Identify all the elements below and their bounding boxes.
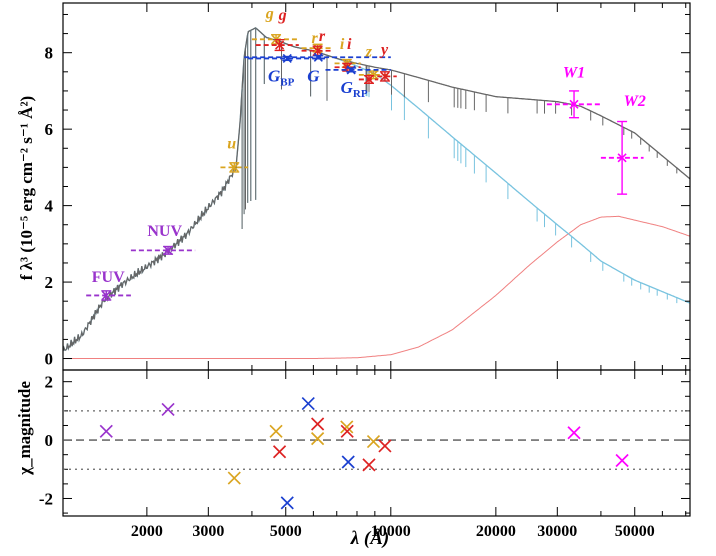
band-label: u <box>227 135 236 152</box>
axis-labels: λ (Å) f λ³ (10⁻⁵ erg cm⁻² s⁻¹ Å²) χ_magn… <box>15 96 389 549</box>
y-axis-label-bottom: χ_magnitude <box>15 381 34 476</box>
residual-marker <box>99 424 113 438</box>
residual-marker <box>311 417 325 431</box>
y-axis-label-top: f λ³ (10⁻⁵ erg cm⁻² s⁻¹ Å²) <box>17 96 36 280</box>
x-tick-label: 2000 <box>131 523 163 540</box>
x-tick-label: 50000 <box>615 523 655 540</box>
data-point-marker <box>313 52 323 62</box>
x-tick-label: 20000 <box>476 523 516 540</box>
y-tick-label: 4 <box>45 197 54 216</box>
x-tick-label: 3000 <box>192 523 224 540</box>
gaia-band-label: G <box>307 66 320 85</box>
y-tick-label: 2 <box>45 373 54 392</box>
data-point-marker <box>274 40 285 50</box>
residual-marker <box>615 453 629 468</box>
band-label: i <box>347 36 352 53</box>
residual-marker <box>227 471 241 485</box>
data-point-marker <box>229 162 239 172</box>
residual-marker <box>362 458 376 472</box>
data-point-marker <box>364 74 374 85</box>
residual-marker <box>366 434 381 449</box>
data-point-marker <box>163 245 173 255</box>
x-ticks: 2000 3000 5000 10000 20000 30000 50000 <box>131 3 687 540</box>
y-ticks-top: 0 2 4 6 8 <box>45 13 690 369</box>
residual-panel: 2000 3000 5000 10000 20000 30000 50000 2 0 -2 <box>39 3 691 540</box>
residual-marker <box>272 445 287 459</box>
y-tick-label: 6 <box>45 120 54 139</box>
photometry-points <box>86 34 644 301</box>
residual-marker <box>341 455 355 469</box>
gaia-band-subscript: RP <box>353 88 368 100</box>
data-point-marker <box>282 53 292 63</box>
y-tick-label: 0 <box>45 431 54 450</box>
band-label: r <box>319 28 326 45</box>
x-tick-label: 5000 <box>270 523 302 540</box>
band-label: y <box>379 42 389 59</box>
residual-marker <box>340 424 354 438</box>
residual-marker <box>311 432 325 446</box>
residual-marker <box>340 420 354 434</box>
band-label: W1 <box>563 65 585 82</box>
residual-marker <box>378 439 392 453</box>
data-point-marker <box>617 153 627 163</box>
residual-marker <box>269 424 283 438</box>
data-point-marker <box>569 99 579 109</box>
band-label: W2 <box>624 93 646 110</box>
y-tick-label: -2 <box>39 489 53 508</box>
dust-blackbody-curve <box>63 215 690 359</box>
band-label: g <box>278 7 287 24</box>
y-tick-label: 8 <box>45 44 54 63</box>
total-model-curve <box>63 27 690 352</box>
data-point-marker <box>346 65 356 75</box>
data-point-marker <box>380 71 390 81</box>
residual-marker <box>567 426 581 440</box>
y-ticks-bottom: 2 0 -2 <box>39 373 690 514</box>
gaia-band-label: GRP <box>341 78 368 100</box>
x-axis-label: λ (Å) <box>350 528 390 549</box>
residual-marker <box>280 496 294 510</box>
residual-marker <box>161 402 175 417</box>
residual-marker <box>301 396 315 411</box>
band-label: FUV <box>92 269 125 286</box>
star-model-curve <box>63 27 690 352</box>
band-label: z <box>365 44 373 61</box>
band-label: NUV <box>147 223 182 240</box>
bottom-frame <box>62 369 691 517</box>
band-label: r <box>312 30 319 47</box>
band-label: g <box>265 5 274 22</box>
y-tick-label: 2 <box>45 273 54 292</box>
x-tick-label: 10000 <box>371 523 411 540</box>
data-point-marker <box>101 290 111 301</box>
gaia-band-subscript: BP <box>280 76 294 88</box>
y-tick-label: 0 <box>45 350 54 369</box>
band-label: i <box>340 36 345 53</box>
x-tick-label: 30000 <box>537 523 577 540</box>
